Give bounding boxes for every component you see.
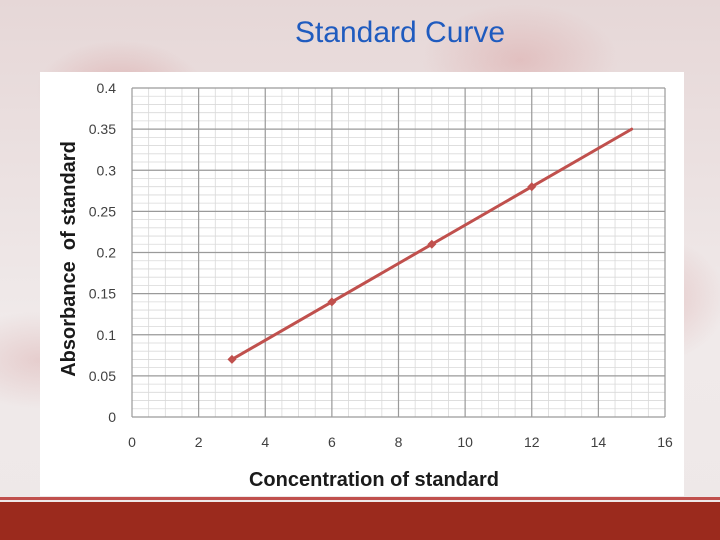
footer-accent-line bbox=[0, 497, 720, 500]
y-tick-label: 0.25 bbox=[89, 203, 116, 219]
series-group bbox=[227, 127, 634, 364]
x-tick-label: 16 bbox=[657, 434, 673, 450]
x-axis-label: Concentration of standard bbox=[249, 469, 499, 491]
data-point bbox=[327, 297, 337, 307]
y-axis-label: Absorbance of standard bbox=[58, 141, 80, 377]
x-tick-label: 8 bbox=[395, 434, 403, 450]
tick-labels: 0 2 4 6 8 10 12 14 16 0 0.05 0.1 0.15 0.2 0.25 0.3 0.35 0… bbox=[89, 80, 673, 450]
y-tick-label: 0.15 bbox=[89, 286, 116, 302]
major-grid bbox=[131, 87, 666, 418]
y-tick-label: 0.2 bbox=[97, 245, 117, 261]
x-tick-label: 6 bbox=[328, 434, 336, 450]
x-tick-label: 4 bbox=[261, 434, 269, 450]
y-tick-label: 0 bbox=[108, 409, 116, 425]
data-point bbox=[427, 239, 437, 249]
slide-title: Standard Curve bbox=[294, 16, 506, 49]
x-tick-label: 10 bbox=[457, 434, 473, 450]
x-tick-label: 0 bbox=[128, 434, 136, 450]
data-point bbox=[527, 182, 537, 192]
footer-bar bbox=[0, 502, 720, 540]
y-tick-label: 0.1 bbox=[97, 327, 117, 343]
y-tick-label: 0.05 bbox=[89, 368, 116, 384]
x-tick-label: 12 bbox=[524, 434, 540, 450]
y-tick-label: 0.35 bbox=[89, 121, 116, 137]
y-tick-label: 0.3 bbox=[97, 162, 117, 178]
y-tick-label: 0.4 bbox=[97, 80, 117, 96]
x-tick-label: 14 bbox=[591, 434, 607, 450]
data-point bbox=[227, 354, 237, 364]
x-tick-label: 2 bbox=[195, 434, 203, 450]
